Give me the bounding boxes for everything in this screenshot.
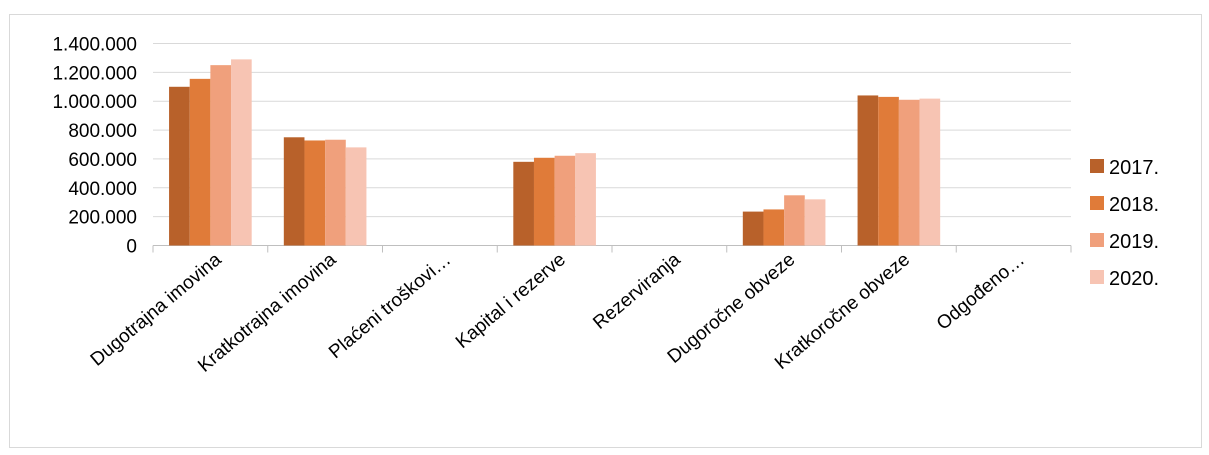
y-tick-label: 1.000.000 <box>52 92 137 113</box>
bar <box>513 161 534 246</box>
bar <box>763 209 785 246</box>
bar <box>784 195 805 246</box>
y-tick-label: 1.200.000 <box>52 63 137 84</box>
legend-swatch <box>1090 233 1104 247</box>
bar <box>169 86 190 246</box>
x-category-label: Odgođeno… <box>933 249 1029 334</box>
y-tick-label: 400.000 <box>68 179 137 200</box>
bar <box>554 155 576 246</box>
legend-swatch <box>1090 270 1104 284</box>
bar <box>857 95 879 246</box>
y-tick-label: 800.000 <box>68 121 137 142</box>
bar <box>189 78 211 246</box>
bar <box>533 157 555 246</box>
bar <box>898 99 920 246</box>
bar <box>742 211 764 246</box>
y-tick-label: 1.400.000 <box>52 35 137 56</box>
legend-label: 2019. <box>1109 231 1159 253</box>
legend-label: 2020. <box>1109 268 1159 290</box>
y-tick-label: 600.000 <box>68 150 137 171</box>
legend-swatch <box>1090 196 1104 210</box>
bar <box>575 153 596 246</box>
bar <box>804 199 826 246</box>
y-tick-label: 0 <box>126 237 137 258</box>
bar <box>919 98 941 246</box>
bar <box>210 65 232 246</box>
x-category-label: Rezerviranja <box>589 249 685 334</box>
x-category-label: Plaćeni troškovi… <box>325 249 455 363</box>
legend-label: 2017. <box>1109 157 1159 179</box>
legend-swatch <box>1090 159 1104 173</box>
y-tick-label: 200.000 <box>68 208 137 229</box>
bar <box>325 139 346 246</box>
x-category-label: Kapital i rezerve <box>452 249 570 353</box>
bar <box>878 96 899 246</box>
bar <box>304 140 326 246</box>
bar <box>283 137 305 246</box>
bar <box>231 59 252 246</box>
bar <box>345 147 367 246</box>
legend-label: 2018. <box>1109 194 1159 216</box>
